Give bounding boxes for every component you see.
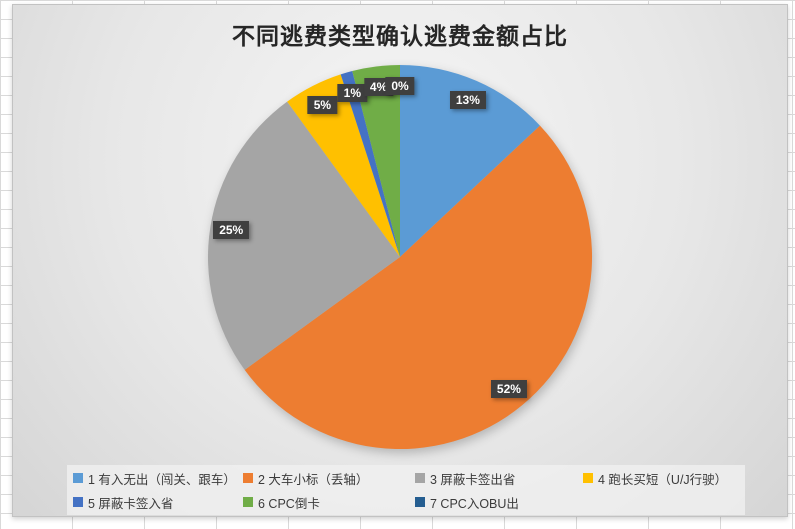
legend-swatch-icon [415, 473, 425, 483]
data-label-4[interactable]: 5% [307, 95, 338, 114]
chart-title[interactable]: 不同逃费类型确认逃费金额占比 [232, 23, 568, 49]
pie-slice-1[interactable] [400, 65, 540, 257]
pie-slice-5[interactable] [340, 71, 400, 257]
legend-item-label: 7 CPC入OBU出 [430, 496, 519, 511]
legend-swatch-icon [243, 497, 253, 507]
pie-slice-4[interactable] [287, 74, 400, 258]
legend-item-label: 3 屏蔽卡签出省 [430, 472, 516, 487]
legend-swatch-icon [583, 473, 593, 483]
legend-item-label: 2 大车小标（丢轴） [258, 472, 369, 487]
legend-item-label: 6 CPC倒卡 [258, 496, 320, 511]
chart-legend: 1 有入无出（闯关、跟车） 2 大车小标（丢轴） 3 屏蔽卡签出省 4 跑长买短（U/… [67, 465, 745, 515]
legend-item-6[interactable]: 6 CPC倒卡 [243, 493, 415, 512]
data-label-5[interactable]: 1% [337, 83, 367, 102]
chart-frame: 不同逃费类型确认逃费金额占比 13% 52% 25% 5% 1% 4% 0% 1 有入无出（… [12, 4, 788, 517]
legend-item-2[interactable]: 2 大车小标（丢轴） [243, 469, 415, 488]
legend-item-7[interactable]: 7 CPC入OBU出 [415, 493, 583, 512]
data-label-7[interactable]: 0% [385, 77, 415, 96]
data-label-3[interactable]: 25% [213, 221, 250, 240]
legend-item-label: 1 有入无出（闯关、跟车） [88, 472, 236, 487]
pie-slice-6[interactable] [352, 65, 400, 257]
legend-swatch-icon [73, 473, 83, 483]
data-label-1[interactable]: 13% [449, 91, 486, 110]
pie-slice-2[interactable] [244, 125, 593, 450]
legend-item-5[interactable]: 5 屏蔽卡签入省 [73, 493, 243, 512]
legend-item-1[interactable]: 1 有入无出（闯关、跟车） [73, 469, 243, 488]
legend-item-label: 5 屏蔽卡签入省 [88, 496, 174, 511]
legend-swatch-icon [415, 497, 425, 507]
legend-item-3[interactable]: 3 屏蔽卡签出省 [415, 469, 583, 488]
legend-swatch-icon [73, 497, 83, 507]
legend-item-label: 4 跑长买短（U/J行驶） [598, 472, 728, 487]
pie-slice-3[interactable] [208, 101, 400, 370]
legend-swatch-icon [243, 473, 253, 483]
data-label-2[interactable]: 52% [490, 379, 527, 398]
pie-chart [208, 65, 593, 450]
legend-item-4[interactable]: 4 跑长买短（U/J行驶） [583, 469, 739, 488]
